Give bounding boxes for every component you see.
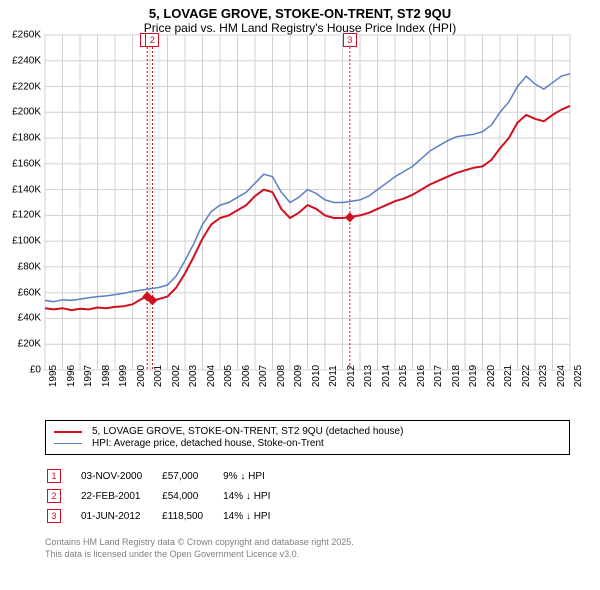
legend: 5, LOVAGE GROVE, STOKE-ON-TRENT, ST2 9QU…	[45, 420, 570, 455]
y-tick-label: £260K	[0, 30, 41, 41]
sale-delta: 14% ↓ HPI	[223, 507, 288, 525]
sale-marker-box: 2	[47, 489, 61, 503]
x-tick-label: 2002	[171, 365, 182, 387]
y-tick-label: £0	[0, 365, 41, 376]
x-tick-label: 2022	[521, 365, 532, 387]
y-tick-label: £200K	[0, 107, 41, 118]
sale-date: 03-NOV-2000	[81, 467, 160, 485]
y-tick-label: £120K	[0, 210, 41, 221]
sale-delta: 14% ↓ HPI	[223, 487, 288, 505]
x-tick-label: 2023	[538, 365, 549, 387]
sale-marker-2: 2	[145, 33, 159, 47]
legend-label: HPI: Average price, detached house, Stok…	[92, 438, 324, 449]
x-tick-label: 2015	[398, 365, 409, 387]
x-tick-label: 2016	[416, 365, 427, 387]
sale-delta: 9% ↓ HPI	[223, 467, 288, 485]
x-tick-label: 2001	[153, 365, 164, 387]
sales-table: 1 03-NOV-2000£57,0009% ↓ HPI 2 22-FEB-2001£…	[45, 465, 290, 527]
x-tick-label: 2005	[223, 365, 234, 387]
table-row: 1 03-NOV-2000£57,0009% ↓ HPI	[47, 467, 288, 485]
x-tick-label: 2019	[468, 365, 479, 387]
y-tick-label: £240K	[0, 55, 41, 66]
y-tick-label: £60K	[0, 287, 41, 298]
x-tick-label: 2006	[241, 365, 252, 387]
legend-item: 5, LOVAGE GROVE, STOKE-ON-TRENT, ST2 9QU…	[54, 426, 561, 437]
x-tick-label: 1999	[118, 365, 129, 387]
sale-marker-cell: 1	[47, 467, 79, 485]
x-tick-label: 2003	[188, 365, 199, 387]
sale-marker-cell: 2	[47, 487, 79, 505]
x-tick-label: 2021	[503, 365, 514, 387]
x-tick-label: 2007	[258, 365, 269, 387]
x-tick-label: 2011	[328, 365, 339, 387]
table-row: 3 01-JUN-2012£118,50014% ↓ HPI	[47, 507, 288, 525]
x-tick-label: 2000	[136, 365, 147, 387]
y-tick-label: £100K	[0, 236, 41, 247]
x-tick-label: 2010	[311, 365, 322, 387]
sale-marker-box: 1	[47, 469, 61, 483]
x-tick-label: 1995	[48, 365, 59, 387]
x-tick-label: 1997	[83, 365, 94, 387]
legend-swatch	[54, 431, 82, 433]
y-tick-label: £180K	[0, 133, 41, 144]
sale-date: 01-JUN-2012	[81, 507, 160, 525]
x-tick-label: 2018	[451, 365, 462, 387]
y-tick-label: £140K	[0, 184, 41, 195]
sale-marker-box: 3	[47, 509, 61, 523]
attribution-line2: This data is licensed under the Open Gov…	[45, 549, 570, 561]
attribution-line1: Contains HM Land Registry data © Crown c…	[45, 537, 570, 549]
x-tick-label: 2013	[363, 365, 374, 387]
y-tick-label: £80K	[0, 261, 41, 272]
sale-marker-3: 3	[343, 33, 357, 47]
x-tick-label: 2008	[276, 365, 287, 387]
x-tick-label: 2014	[381, 365, 392, 387]
sale-date: 22-FEB-2001	[81, 487, 160, 505]
x-tick-label: 2025	[573, 365, 584, 387]
y-tick-label: £40K	[0, 313, 41, 324]
sale-price: £118,500	[162, 507, 221, 525]
y-tick-label: £20K	[0, 339, 41, 350]
y-tick-label: £160K	[0, 158, 41, 169]
legend-swatch	[54, 443, 82, 445]
x-tick-label: 2020	[486, 365, 497, 387]
x-tick-label: 1998	[101, 365, 112, 387]
sale-marker-cell: 3	[47, 507, 79, 525]
x-tick-label: 2017	[433, 365, 444, 387]
x-tick-label: 2024	[556, 365, 567, 387]
legend-item: HPI: Average price, detached house, Stok…	[54, 438, 561, 449]
table-row: 2 22-FEB-2001£54,00014% ↓ HPI	[47, 487, 288, 505]
x-tick-label: 2012	[346, 365, 357, 387]
attribution: Contains HM Land Registry data © Crown c…	[45, 537, 570, 560]
y-tick-label: £220K	[0, 81, 41, 92]
sale-price: £54,000	[162, 487, 221, 505]
legend-label: 5, LOVAGE GROVE, STOKE-ON-TRENT, ST2 9QU…	[92, 426, 403, 437]
x-tick-label: 1996	[66, 365, 77, 387]
chart-container: 5, LOVAGE GROVE, STOKE-ON-TRENT, ST2 9QU…	[0, 0, 600, 590]
sale-price: £57,000	[162, 467, 221, 485]
x-tick-label: 2009	[293, 365, 304, 387]
x-tick-label: 2004	[206, 365, 217, 387]
plot-svg	[0, 0, 600, 380]
